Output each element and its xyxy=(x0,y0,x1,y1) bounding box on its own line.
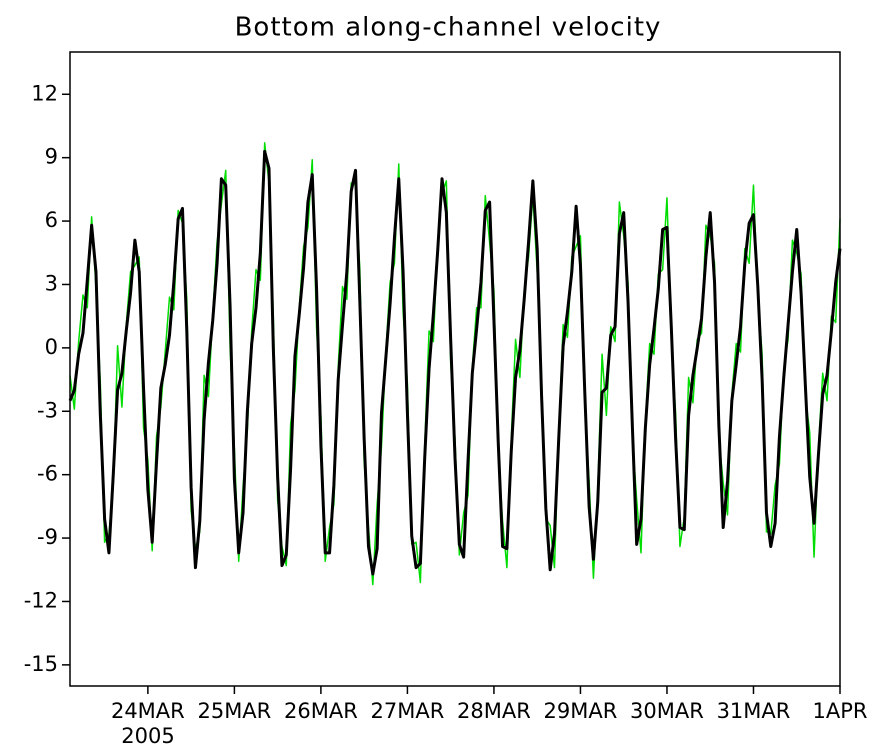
y-tick-label: 12 xyxy=(31,81,58,105)
y-tick-label: -12 xyxy=(24,588,58,612)
x-tick-label: 27MAR xyxy=(371,699,445,723)
y-tick-label: -15 xyxy=(24,652,58,676)
y-tick-label: -6 xyxy=(37,462,58,486)
x-tick-label: 28MAR xyxy=(457,699,531,723)
y-tick-label: -9 xyxy=(37,525,58,549)
x-year-label: 2005 xyxy=(121,724,174,748)
y-tick-label: -3 xyxy=(37,398,58,422)
plot-frame xyxy=(69,51,841,687)
x-tick-label: 24MAR xyxy=(111,699,185,723)
chart-title: Bottom along-channel velocity xyxy=(235,13,662,43)
x-tick-label: 31MAR xyxy=(717,699,791,723)
x-tick-label: 1APR xyxy=(813,699,868,723)
y-tick-label: 3 xyxy=(45,271,58,295)
series-line xyxy=(68,149,842,576)
x-tick-label: 26MAR xyxy=(284,699,358,723)
y-tick-label: 0 xyxy=(45,335,58,359)
x-tick-label: 29MAR xyxy=(544,699,618,723)
x-tick-label: 25MAR xyxy=(197,699,271,723)
x-tick-label: 30MAR xyxy=(630,699,704,723)
y-tick-label: 6 xyxy=(45,208,58,232)
y-tick-label: 9 xyxy=(45,145,58,169)
